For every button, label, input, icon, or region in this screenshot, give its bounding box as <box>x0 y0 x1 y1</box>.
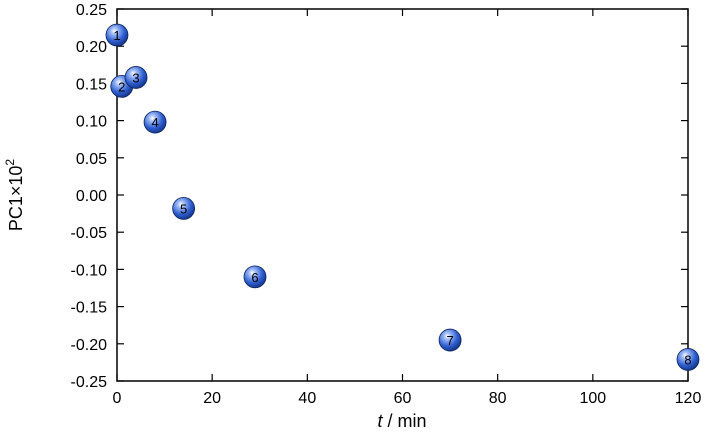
y-tick-label: -0.15 <box>71 300 108 317</box>
point-marker <box>676 348 700 371</box>
x-tick-label: 0 <box>113 390 122 407</box>
y-tick-label: -0.10 <box>71 262 108 279</box>
y-axis-exponent: 2 <box>3 159 17 166</box>
x-axis-ticks: 0 20 40 60 80 100 120 <box>113 9 702 407</box>
point-marker <box>105 23 129 47</box>
point-marker <box>172 196 196 220</box>
point-label: 1 <box>113 28 120 43</box>
y-axis-base: PC1×10 <box>6 166 26 232</box>
x-tick-label: 60 <box>394 390 412 407</box>
data-point-4: 4 <box>143 110 167 134</box>
point-marker <box>438 328 462 352</box>
x-tick-label: 120 <box>675 390 702 407</box>
x-tick-label: 100 <box>579 390 606 407</box>
point-label: 2 <box>118 79 125 94</box>
y-tick-label: -0.20 <box>71 337 108 354</box>
x-tick-label: 40 <box>298 390 316 407</box>
y-tick-label: 0.05 <box>76 151 107 168</box>
x-axis-variable: t <box>377 411 383 431</box>
point-label: 8 <box>684 352 691 367</box>
point-label: 3 <box>132 70 139 85</box>
x-tick-label: 20 <box>203 390 221 407</box>
x-tick-label: 80 <box>489 390 507 407</box>
point-label: 4 <box>151 115 158 130</box>
point-label: 7 <box>446 333 453 348</box>
y-axis-ticks: 0.25 0.20 0.15 0.10 0.05 0.00 -0.05 -0.10 -0.15 -… <box>71 2 688 391</box>
x-axis-unit: / min <box>383 411 427 431</box>
data-point-6: 6 <box>243 265 267 289</box>
plot-frame <box>116 8 689 382</box>
y-tick-label: 0.00 <box>76 188 107 205</box>
data-point-5: 5 <box>172 196 196 220</box>
y-tick-label: 0.15 <box>76 76 107 93</box>
data-point-3: 3 <box>124 66 148 89</box>
data-point-7: 7 <box>438 328 462 352</box>
y-tick-label: -0.05 <box>71 225 108 242</box>
y-tick-label: 0.20 <box>76 39 107 56</box>
y-tick-label: 0.25 <box>76 2 107 19</box>
y-axis-title: PC1×102 <box>3 159 26 232</box>
point-marker <box>143 110 167 134</box>
data-point-8: 8 <box>676 348 700 371</box>
point-label: 6 <box>251 270 258 285</box>
y-tick-label: 0.10 <box>76 114 107 131</box>
point-marker <box>124 66 148 89</box>
point-marker <box>243 265 267 289</box>
point-label: 5 <box>180 201 187 216</box>
data-point-1: 1 <box>105 23 129 47</box>
x-axis-title: t / min <box>377 411 426 431</box>
y-tick-label: -0.25 <box>71 374 108 391</box>
